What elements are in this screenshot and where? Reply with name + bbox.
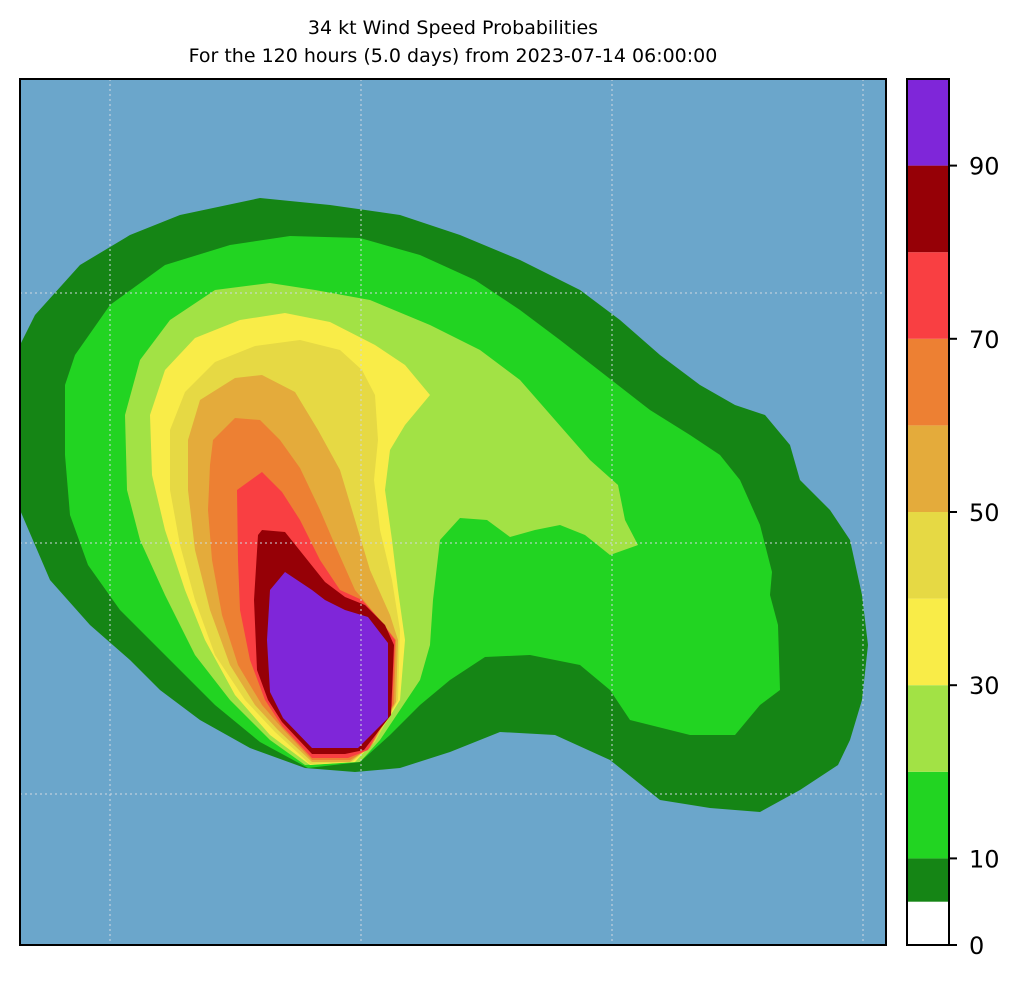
colorbar-tick-label: 10 — [969, 845, 1000, 873]
colorbar-tick-label: 70 — [969, 326, 1000, 354]
colorbar-bin — [907, 79, 949, 166]
colorbar-bin — [907, 425, 949, 512]
colorbar-tick-label: 90 — [969, 153, 1000, 181]
colorbar-bin — [907, 165, 949, 253]
colorbar-bin — [907, 252, 949, 339]
colorbar-bin — [907, 512, 949, 599]
colorbar-tick-label: 0 — [969, 932, 984, 960]
colorbar-bin — [907, 685, 949, 772]
colorbar-bin — [907, 858, 949, 902]
colorbar-bin — [907, 771, 949, 859]
map-gridlines — [20, 79, 886, 945]
colorbar-ticks: 0 10 30 50 70 90 — [949, 153, 1000, 960]
colorbar — [907, 79, 949, 945]
contour-90-100 — [267, 572, 388, 748]
colorbar-tick-label: 50 — [969, 499, 1000, 527]
colorbar-bin — [907, 598, 949, 686]
map-plot-area — [20, 79, 886, 945]
colorbar-tick-label: 30 — [969, 672, 1000, 700]
chart-title: 34 kt Wind Speed Probabilities — [307, 17, 599, 39]
plot-border — [19, 78, 887, 946]
colorbar-bin — [907, 338, 949, 426]
colorbar-bin — [907, 901, 949, 945]
chart-subtitle: For the 120 hours (5.0 days) from 2023-0… — [188, 45, 718, 67]
probability-contours — [20, 198, 868, 812]
